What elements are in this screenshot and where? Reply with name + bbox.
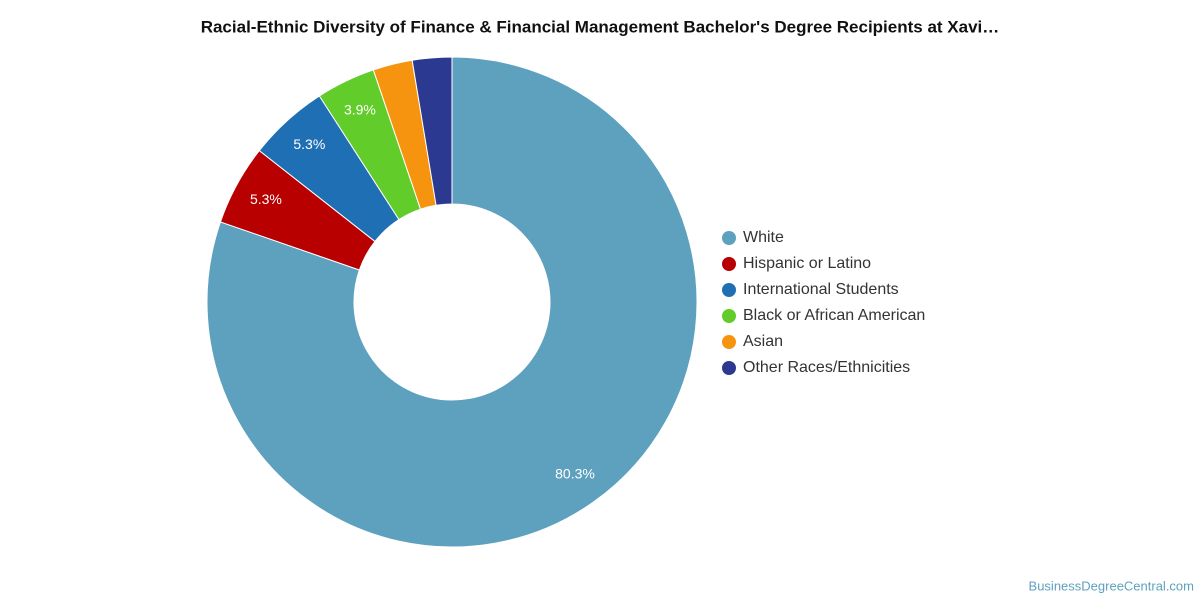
legend-marker [722, 231, 736, 245]
value-label: 5.3% [293, 136, 325, 152]
value-label: 80.3% [555, 465, 595, 481]
value-label: 5.3% [250, 191, 282, 207]
source: BusinessDegreeCentral.com [1029, 578, 1194, 593]
value-label: 3.9% [344, 102, 376, 118]
legend-label: Other Races/Ethnicities [743, 359, 910, 376]
legend-marker [722, 335, 736, 349]
legend-label: Black or African American [743, 307, 925, 324]
legend-label: White [743, 229, 784, 246]
legend-marker [722, 309, 736, 323]
chart-title: Racial-Ethnic Diversity of Finance & Fin… [201, 17, 1000, 36]
legend-marker [722, 283, 736, 297]
slice [411, 56, 453, 206]
slice [206, 56, 698, 548]
legend-marker [722, 257, 736, 271]
legend-marker [722, 361, 736, 375]
legend-label: Asian [743, 333, 783, 350]
legend-label: Hispanic or Latino [743, 255, 871, 272]
legend-label: International Students [743, 281, 899, 298]
